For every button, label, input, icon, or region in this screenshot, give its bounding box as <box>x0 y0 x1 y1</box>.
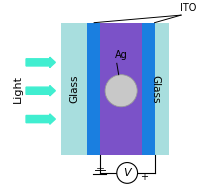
Text: Ag: Ag <box>115 50 128 60</box>
Text: Glass: Glass <box>69 75 79 103</box>
Bar <box>100 23 142 155</box>
Circle shape <box>117 163 138 183</box>
Text: ITO: ITO <box>180 3 196 13</box>
FancyArrow shape <box>26 57 55 67</box>
Text: +: + <box>140 172 148 182</box>
Bar <box>142 23 169 155</box>
Bar <box>142 23 155 155</box>
FancyArrow shape <box>26 86 55 96</box>
FancyArrow shape <box>26 114 55 124</box>
Bar <box>88 23 100 155</box>
Text: Light: Light <box>13 75 23 103</box>
Circle shape <box>105 75 137 107</box>
Text: V: V <box>123 168 131 178</box>
Text: Glass: Glass <box>150 75 161 103</box>
Bar <box>61 23 88 155</box>
